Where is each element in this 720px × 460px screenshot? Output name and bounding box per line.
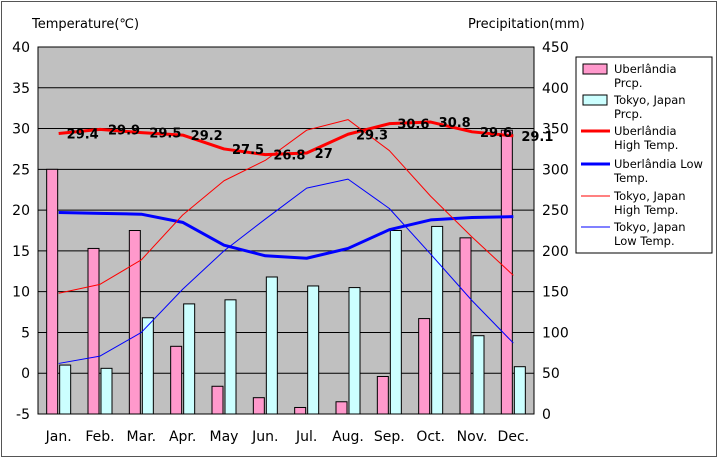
x-tick-label: May [210,429,239,445]
right-tick-label: 200 [542,244,569,260]
legend-swatch [582,63,608,75]
uberlandia-prcp-bar [170,345,183,415]
tokyo-prcp-bar [307,285,320,415]
left-tick-label: 35 [12,81,30,97]
plot-area [37,46,535,415]
uberlandia-high-line [58,120,514,157]
legend-label: Uberlândia High Temp. [614,124,678,152]
tokyo-prcp-bar [472,335,485,415]
uberlandia-prcp-bar [335,401,348,415]
tokyo-prcp-bar [265,276,278,415]
high-temp-label: 29.3 [356,128,388,143]
x-tick-label: Apr. [169,429,196,445]
high-temp-label: 29.1 [521,130,553,145]
high-temp-label: 29.6 [480,126,512,141]
tokyo-prcp-bar [59,364,72,415]
tokyo-prcp-bar [348,287,361,415]
legend-box [575,56,713,254]
x-tick-label: Jan. [45,429,72,445]
high-temp-label: 29.5 [149,127,181,142]
uberlandia-prcp-bar [459,237,472,415]
temperature-lines [58,119,514,364]
right-tick-label: 0 [542,407,551,423]
right-tick-label: 400 [542,81,569,97]
x-tick-label: Jun. [251,429,278,445]
uberlandia-prcp-bar [252,397,265,415]
legend-label: Tokyo, Japan Prcp. [613,93,686,121]
x-axis-ticks: Jan. Feb. Mar. Apr. May Jun. Jul. Aug. Sep. Oct. N… [45,429,529,445]
x-tick-label: Oct. [416,429,445,445]
high-temp-label: 30.8 [439,116,471,131]
high-temp-label: 26.8 [273,149,305,164]
left-tick-label: 20 [12,203,30,219]
right-tick-label: 150 [542,285,569,301]
legend: Uberlândia Prcp. Tokyo, Japan Prcp. Uberlând… [575,56,713,254]
uberlandia-prcp-bar [87,247,100,415]
tokyo-prcp-bar [431,225,444,415]
left-tick-label: 25 [12,162,30,178]
tokyo-prcp-bar [389,230,402,415]
tokyo-prcp-bar [224,299,237,415]
high-temp-label: 29.9 [108,123,140,138]
uberlandia-prcp-bar [46,168,59,415]
uberlandia-prcp-bar [128,230,141,415]
uberlandia-prcp-bar [376,375,389,415]
left-tick-label: 0 [21,366,30,382]
uberlandia-prcp-bar [418,318,431,415]
high-temp-label: 29.4 [67,127,99,142]
high-temp-label: 27.5 [232,143,264,158]
high-temp-label: 29.2 [191,129,223,144]
uberlandia-prcp-bar [294,406,307,415]
right-tick-label: 100 [542,325,569,341]
left-axis-title: Temperature(℃) [31,17,139,32]
x-tick-label: Mar. [127,429,157,445]
high-temp-label: 30.6 [397,118,429,133]
right-tick-label: 450 [542,40,569,56]
left-tick-label: 10 [12,285,30,301]
tokyo-prcp-bar [183,303,196,415]
tokyo-prcp-bar [100,367,113,415]
left-tick-label: 40 [12,40,30,56]
legend-label: Tokyo, Japan High Temp. [613,189,686,217]
tokyo-prcp-bar [513,366,526,415]
right-tick-label: 250 [542,203,569,219]
x-tick-label: Dec. [498,429,530,445]
x-tick-label: Aug. [332,429,364,445]
tokyo-low-line [58,178,514,364]
right-tick-label: 300 [542,162,569,178]
right-tick-label: 350 [542,122,569,138]
x-tick-label: Sep. [374,429,405,445]
left-axis-ticks: -5 0 5 10 15 20 25 30 35 40 [12,40,30,423]
left-tick-label: 30 [12,122,30,138]
left-tick-label: 15 [12,244,30,260]
legend-swatch [582,94,608,106]
legend-label: Tokyo, Japan Low Temp. [613,220,686,248]
tokyo-prcp-bar [141,317,154,415]
left-tick-label: -5 [16,407,30,423]
uberlandia-prcp-bar [211,385,224,415]
right-axis-title: Precipitation(mm) [468,17,585,32]
left-tick-label: 5 [21,325,30,341]
tokyo-high-line [58,119,514,294]
legend-label: Uberlândia Low Temp. [613,157,703,185]
right-tick-label: 50 [542,366,560,382]
high-temp-label: 27 [315,147,333,162]
precipitation-bars [46,129,526,415]
x-tick-label: Jul. [295,429,317,445]
high-temp-data-labels: 29.4 29.9 29.5 29.2 27.5 26.8 27 29.3 30.6 30.8 29… [67,116,554,164]
uberlandia-low-line [58,211,514,260]
right-axis-ticks: 0 50 100 150 200 250 300 350 400 450 [542,40,569,423]
x-tick-label: Nov. [457,429,488,445]
legend-label: Uberlândia Prcp. [614,62,677,90]
gridlines [38,87,534,374]
uberlandia-prcp-bar [500,129,513,415]
x-tick-label: Feb. [85,429,114,445]
